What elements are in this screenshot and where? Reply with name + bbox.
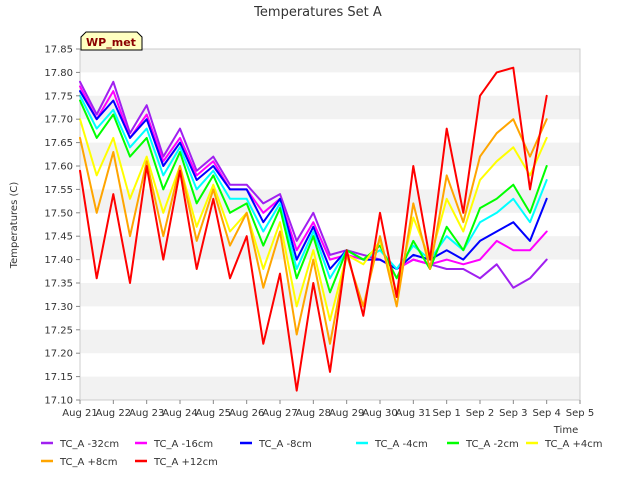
grid-bands — [80, 49, 580, 400]
grid-band — [80, 376, 580, 400]
chart-title: Temperatures Set A — [253, 5, 382, 20]
y-tick-label: 17.20 — [44, 349, 73, 360]
badge-text: WP_met — [86, 36, 136, 49]
x-tick-label: Aug 30 — [362, 408, 397, 419]
y-tick-label: 17.35 — [44, 279, 73, 290]
y-axis-label: Temperatures (C) — [9, 182, 20, 270]
x-tick-label: Aug 22 — [96, 408, 131, 419]
legend: TC_A -32cm TC_A -16cm TC_A -8cm TC_A -4cm TC… — [41, 439, 603, 468]
badge-background — [80, 31, 143, 51]
x-tick-label: Aug 31 — [396, 408, 431, 419]
y-tick-label: 17.55 — [44, 185, 73, 196]
y-tick-label: 17.70 — [44, 115, 73, 126]
y-axis-ticks: 17.10 17.15 17.20 17.25 17.30 17.35 17.40 17.45… — [44, 45, 80, 407]
legend-label: TC_A -2cm — [465, 439, 519, 450]
series-line — [79, 94, 548, 280]
x-tick-label: Sep 4 — [532, 408, 560, 419]
series-line — [79, 99, 548, 294]
legend-label: TC_A +12cm — [153, 457, 218, 468]
series-lines — [79, 66, 548, 392]
legend-label: TC_A -16cm — [153, 439, 213, 450]
x-tick-label: Aug 26 — [229, 408, 264, 419]
legend-label: TC_A +8cm — [59, 457, 118, 468]
y-tick-label: 17.10 — [44, 396, 73, 407]
legend-label: TC_A -8cm — [258, 439, 312, 450]
x-tick-label: Aug 27 — [262, 408, 297, 419]
series-line — [79, 90, 548, 270]
x-tick-label: Aug 23 — [129, 408, 164, 419]
legend-label: TC_A -32cm — [59, 439, 119, 450]
y-tick-label: 17.85 — [44, 45, 73, 56]
x-tick-label: Sep 3 — [499, 408, 527, 419]
grid-band — [80, 283, 580, 307]
series-line — [79, 80, 548, 289]
plot-frame — [79, 48, 581, 401]
x-tick-label: Aug 28 — [296, 408, 331, 419]
legend-label: TC_A +4cm — [544, 439, 603, 450]
x-tick-label: Sep 5 — [566, 408, 594, 419]
y-tick-label: 17.40 — [44, 255, 73, 266]
y-tick-label: 17.65 — [44, 138, 73, 149]
y-tick-label: 17.15 — [44, 372, 73, 383]
legend-label: TC_A -4cm — [374, 439, 428, 450]
x-tick-label: Aug 24 — [162, 408, 197, 419]
wp-met-badge: WP_met — [80, 31, 143, 51]
x-tick-label: Aug 21 — [62, 408, 97, 419]
x-tick-label: Sep 2 — [466, 408, 494, 419]
y-tick-label: 17.60 — [44, 162, 73, 173]
series-line — [79, 66, 548, 392]
y-tick-label: 17.75 — [44, 91, 73, 102]
y-tick-label: 17.50 — [44, 208, 73, 219]
y-tick-label: 17.80 — [44, 68, 73, 79]
x-tick-label: Aug 29 — [329, 408, 364, 419]
y-tick-label: 17.45 — [44, 232, 73, 243]
x-axis-label: Time — [553, 425, 578, 436]
series-line — [79, 118, 548, 345]
grid-band — [80, 95, 580, 120]
x-tick-label: Sep 1 — [432, 408, 460, 419]
series-line — [79, 118, 548, 322]
x-tick-label: Aug 25 — [196, 408, 231, 419]
grid-band — [80, 49, 580, 73]
grid-band — [80, 142, 580, 166]
grid-band — [80, 236, 580, 260]
y-tick-label: 17.25 — [44, 325, 73, 336]
series-line — [79, 85, 548, 270]
y-tick-label: 17.30 — [44, 302, 73, 313]
